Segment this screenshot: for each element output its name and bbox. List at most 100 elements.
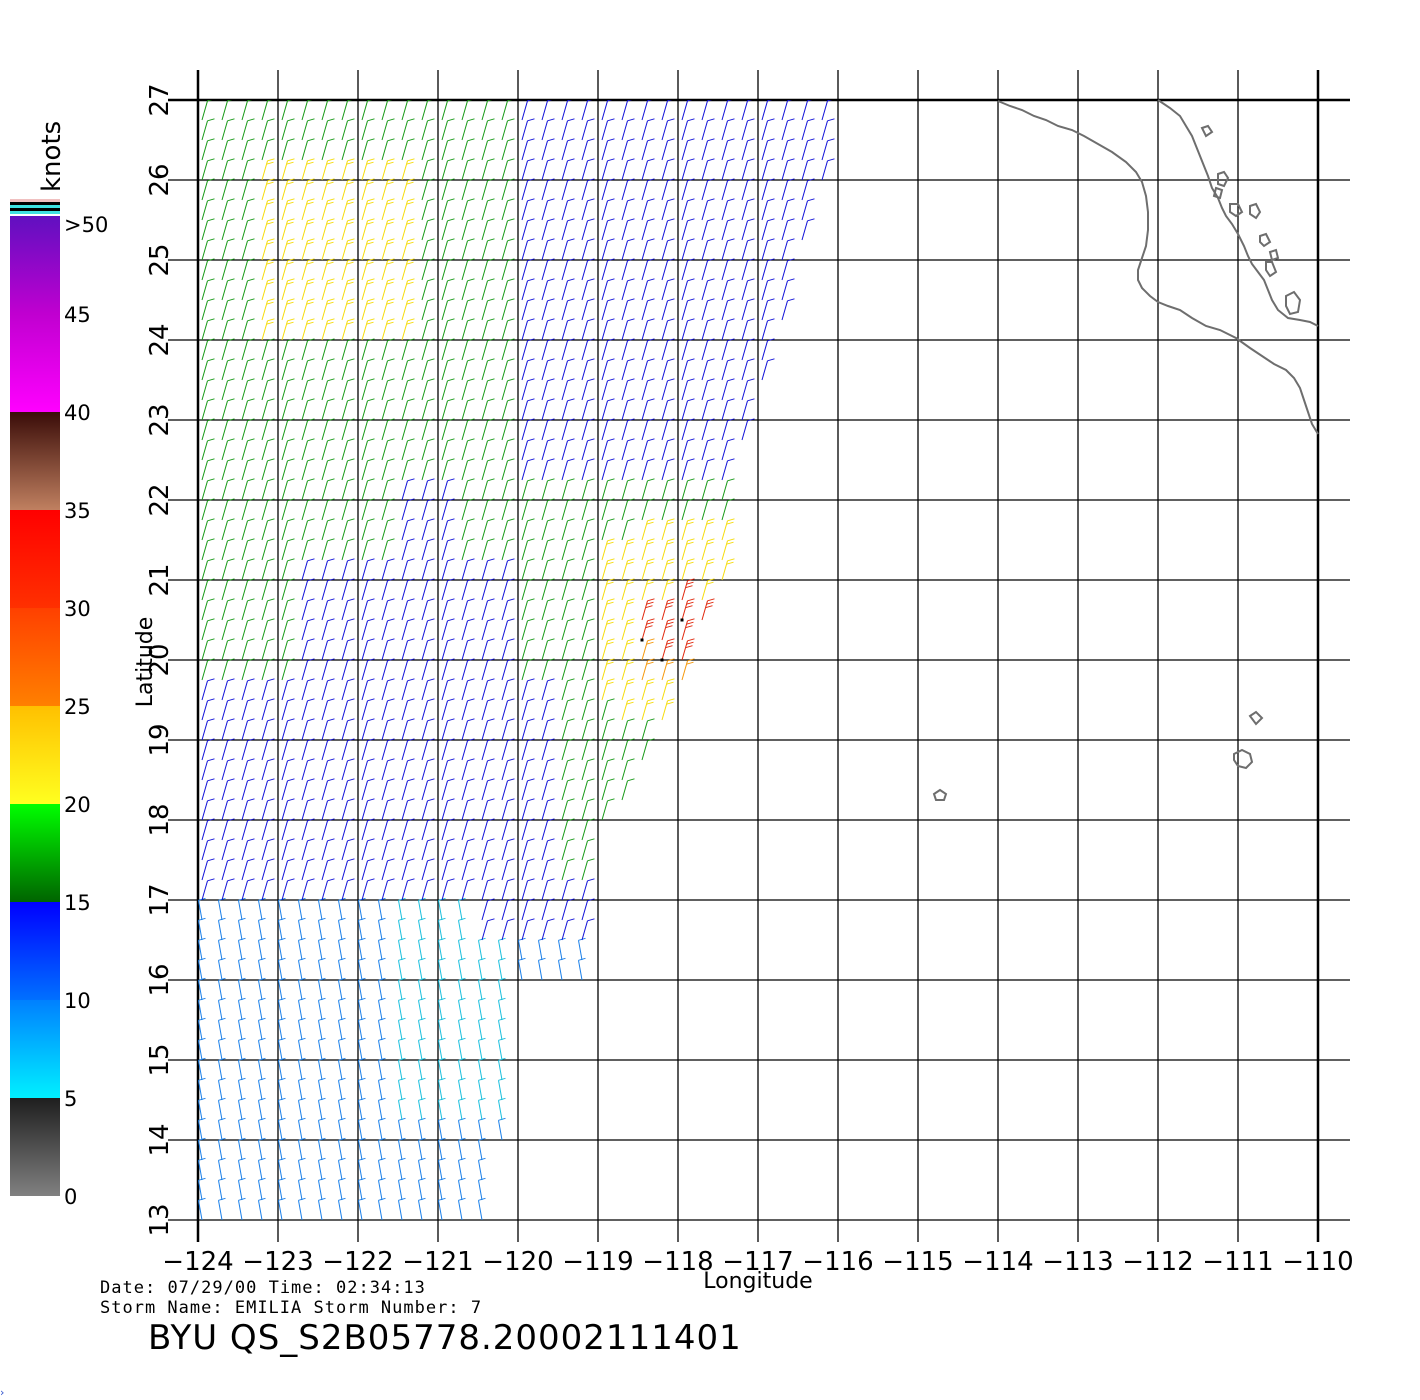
barb-flag bbox=[287, 218, 295, 222]
barb-shaft bbox=[481, 720, 488, 741]
barb-flag bbox=[347, 218, 355, 222]
wind-barb bbox=[261, 338, 275, 361]
barb-shaft bbox=[441, 120, 448, 141]
wind-barb bbox=[581, 898, 595, 921]
wind-barb bbox=[201, 458, 215, 481]
barb-shaft bbox=[222, 100, 223, 101]
wind-barb bbox=[381, 358, 395, 381]
barb-flag bbox=[467, 578, 475, 582]
barb-shaft bbox=[301, 400, 308, 421]
wind-barb bbox=[541, 858, 555, 881]
wind-barb bbox=[562, 59, 575, 80]
barb-flag bbox=[407, 658, 415, 662]
barb-flag bbox=[447, 698, 455, 702]
barb-shaft bbox=[501, 740, 508, 761]
colorbar-band bbox=[10, 510, 60, 608]
wind-barb bbox=[321, 738, 335, 761]
barb-flag bbox=[748, 79, 755, 81]
barb-flag bbox=[247, 558, 255, 562]
wind-barb bbox=[742, 79, 755, 101]
barb-flag bbox=[266, 201, 274, 205]
barb-shaft bbox=[381, 400, 388, 421]
barb-flag bbox=[267, 218, 275, 222]
barb-shaft bbox=[461, 200, 468, 221]
wind-barb bbox=[681, 178, 695, 201]
barb-shaft bbox=[681, 460, 688, 481]
wind-barb bbox=[601, 518, 615, 541]
barb-shaft bbox=[781, 200, 788, 221]
barb-shaft bbox=[661, 180, 668, 201]
wind-barb bbox=[438, 1137, 446, 1161]
colorbar-top-stripe bbox=[10, 211, 60, 214]
wind-barb bbox=[361, 538, 375, 561]
wind-barb bbox=[601, 418, 615, 441]
barb-shaft bbox=[541, 800, 548, 821]
barb-flag bbox=[366, 241, 374, 245]
wind-barb bbox=[461, 738, 475, 761]
wind-barb bbox=[501, 898, 515, 921]
barb-shaft bbox=[501, 280, 508, 301]
barb-shaft bbox=[261, 620, 268, 641]
barb-flag bbox=[507, 718, 515, 722]
barb-flag bbox=[227, 618, 235, 622]
barb-shaft bbox=[442, 100, 443, 101]
wind-barb bbox=[761, 218, 775, 241]
barb-flag bbox=[307, 318, 315, 322]
wind-barb bbox=[521, 558, 535, 581]
barb-shaft bbox=[241, 880, 248, 901]
wind-barb bbox=[221, 398, 235, 421]
barb-flag bbox=[727, 518, 735, 522]
wind-barb bbox=[541, 798, 555, 821]
wind-barb bbox=[481, 918, 495, 941]
barb-flag bbox=[487, 358, 495, 362]
barb-shaft bbox=[521, 900, 528, 921]
barb-flag bbox=[487, 758, 495, 762]
wind-barb bbox=[802, 59, 815, 80]
barb-shaft bbox=[441, 260, 448, 281]
barb-shaft bbox=[201, 640, 208, 661]
barb-flag bbox=[627, 638, 635, 642]
barb-shaft bbox=[438, 940, 443, 961]
barb-flag bbox=[727, 218, 735, 222]
barb-flag bbox=[647, 678, 655, 682]
barb-shaft bbox=[221, 560, 228, 581]
barb-flag bbox=[287, 818, 295, 822]
barb-shaft bbox=[601, 460, 608, 481]
wind-barb bbox=[401, 678, 415, 701]
wind-barb bbox=[741, 398, 755, 421]
barb-shaft bbox=[281, 560, 288, 581]
wind-barb bbox=[298, 1017, 306, 1041]
barb-flag bbox=[568, 79, 575, 81]
barb-flag bbox=[627, 238, 635, 242]
wind-barb bbox=[381, 258, 395, 281]
x-tick-label: −112 bbox=[1122, 1247, 1193, 1277]
barb-shaft bbox=[561, 540, 568, 561]
wind-barb bbox=[321, 658, 335, 681]
barb-shaft bbox=[461, 520, 468, 541]
barb-shaft bbox=[481, 460, 488, 481]
wind-barb bbox=[218, 1057, 226, 1081]
x-tick-label: −113 bbox=[1042, 1247, 1113, 1277]
barb-shaft bbox=[478, 960, 483, 981]
wind-barb bbox=[701, 558, 715, 581]
barb-flag bbox=[487, 438, 495, 442]
wind-barb bbox=[361, 618, 375, 641]
barb-flag bbox=[687, 178, 695, 182]
wind-barb bbox=[221, 498, 235, 521]
wind-barb bbox=[541, 458, 555, 481]
barb-flag bbox=[647, 438, 655, 442]
barb-shaft bbox=[338, 920, 343, 941]
wind-barb bbox=[581, 100, 593, 121]
barb-flag bbox=[587, 178, 595, 182]
barb-shaft bbox=[218, 1040, 223, 1061]
barb-flag bbox=[287, 718, 295, 722]
barb-flag bbox=[286, 201, 294, 205]
barb-shaft bbox=[478, 1020, 483, 1041]
wind-barb bbox=[701, 398, 715, 421]
barb-flag bbox=[447, 578, 455, 582]
barb-shaft bbox=[421, 440, 428, 461]
wind-barb bbox=[641, 358, 655, 381]
barb-flag bbox=[507, 118, 515, 122]
barb-flag bbox=[587, 638, 595, 642]
barb-shaft bbox=[541, 560, 548, 581]
